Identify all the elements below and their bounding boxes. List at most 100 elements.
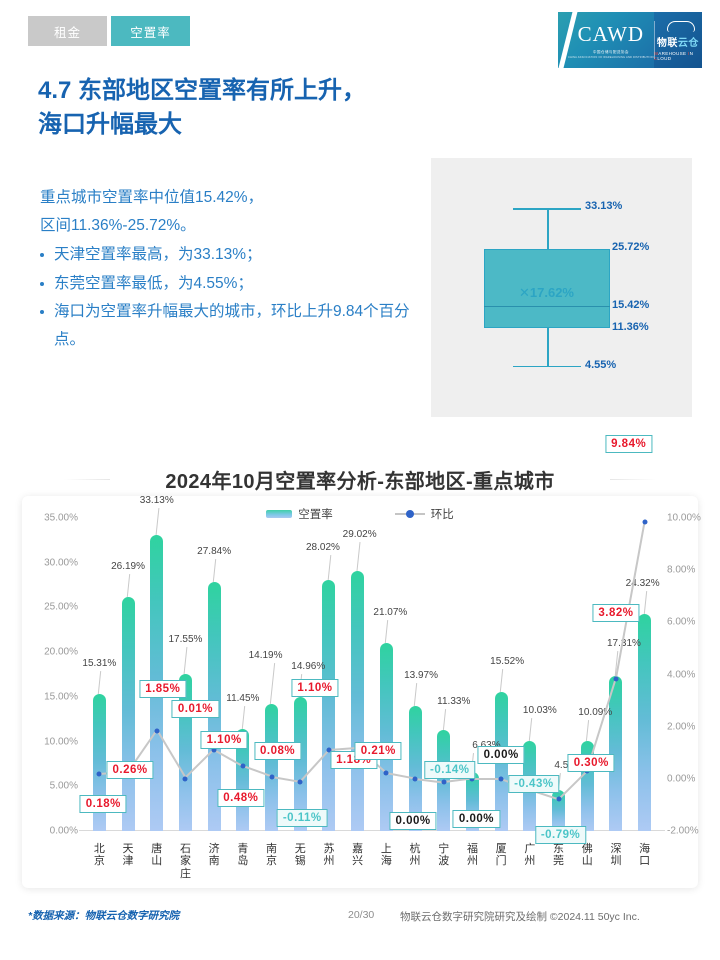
y-axis-right-tick: 0.00% bbox=[667, 773, 696, 785]
leader-line bbox=[126, 573, 131, 597]
bullet-item: 东莞空置率最低，为4.55%； bbox=[36, 270, 436, 298]
bar[interactable] bbox=[293, 697, 307, 831]
mom-value-callout: -0.11% bbox=[276, 808, 328, 827]
chart-plot-area: 35.00% 30.00% 25.00% 20.00% 15.00% 10.00% 5.00… bbox=[44, 435, 701, 845]
chart-legend: 空置率 环比 bbox=[22, 506, 698, 522]
mom-value-callout: -0.43% bbox=[508, 775, 560, 794]
mom-value-callout: 0.08% bbox=[253, 741, 302, 760]
tab-rent[interactable]: 租金 bbox=[28, 16, 107, 46]
bar-value-label: 11.45% bbox=[226, 692, 260, 704]
y-axis-right-tick: 8.00% bbox=[667, 564, 696, 576]
page-number: 20/30 bbox=[348, 909, 375, 921]
bar[interactable] bbox=[408, 706, 422, 831]
mom-data-point[interactable] bbox=[412, 776, 418, 782]
boxplot-box bbox=[484, 249, 610, 329]
y-axis-left-tick: 0.00% bbox=[49, 825, 78, 837]
bar-value-label: 14.96% bbox=[291, 661, 326, 673]
bar-value-label: 26.19% bbox=[111, 560, 146, 572]
mom-data-point[interactable] bbox=[326, 747, 332, 753]
bar[interactable] bbox=[638, 613, 652, 831]
x-axis-labels: 北京 天津 唐山 石家庄 济南 青岛 南京 无锡 苏州 嘉兴 上海 杭州 宁波 福州 厦门 广州 东莞 佛山 深圳海… bbox=[85, 839, 659, 885]
y-axis-right-tick: 2.00% bbox=[667, 721, 696, 733]
mom-data-point[interactable] bbox=[211, 747, 217, 753]
leader-line bbox=[528, 718, 533, 742]
mom-value-callout: 0.48% bbox=[217, 789, 265, 808]
mom-data-point[interactable] bbox=[182, 776, 188, 782]
y-axis-left-tick: 20.00% bbox=[44, 646, 78, 658]
tab-vacancy[interactable]: 空置率 bbox=[111, 16, 190, 46]
bar-value-label: 17.55% bbox=[168, 634, 203, 646]
mom-data-point[interactable] bbox=[154, 728, 160, 734]
boxplot-min-cap bbox=[513, 365, 581, 368]
bar[interactable] bbox=[379, 642, 393, 831]
leader-line bbox=[586, 719, 590, 741]
mom-value-callout: 3.82% bbox=[592, 604, 640, 623]
cawd-chinese-subtitle: 中国仓储与配送协会 bbox=[592, 49, 629, 54]
cawd-wordmark: CAWD bbox=[577, 21, 645, 46]
mom-value-callout: 0.00% bbox=[389, 811, 437, 830]
leader-line bbox=[413, 683, 418, 707]
boxplot-label-min: 4.55% bbox=[585, 358, 617, 371]
cawd-english-subtitle: CHINA ASSOCIATION OF WAREHOUSING AND DIS… bbox=[568, 55, 654, 59]
x-axis-label: 天津 bbox=[122, 843, 134, 868]
x-axis-label: 上海 bbox=[380, 843, 392, 868]
bar-swatch-icon bbox=[266, 510, 293, 518]
mom-data-point[interactable] bbox=[556, 796, 562, 802]
mom-value-callout: 0.00% bbox=[452, 809, 500, 828]
mom-data-point[interactable] bbox=[383, 770, 389, 776]
bar[interactable] bbox=[552, 790, 566, 831]
bar[interactable] bbox=[351, 571, 365, 831]
bullet-item: 天津空置率最高，为33.13%； bbox=[36, 241, 436, 269]
mom-data-point[interactable] bbox=[498, 776, 504, 782]
legend-item-mom[interactable]: 环比 bbox=[394, 506, 454, 522]
y-axis-left-tick: 25.00% bbox=[44, 601, 78, 613]
bar-value-label: 15.31% bbox=[82, 658, 117, 670]
mom-data-point[interactable] bbox=[240, 763, 246, 769]
x-axis-label: 佛山 bbox=[581, 843, 593, 868]
view-tabs[interactable]: 租金 空置率 bbox=[28, 16, 190, 46]
bar-value-label: 13.97% bbox=[404, 670, 439, 682]
bar[interactable] bbox=[178, 674, 192, 831]
mom-value-callout: 0.30% bbox=[567, 754, 615, 772]
mom-data-point[interactable] bbox=[613, 676, 619, 682]
boxplot-label-median: 15.42% bbox=[612, 298, 650, 311]
x-axis-line bbox=[79, 830, 665, 831]
legend-item-vacancy[interactable]: 空置率 bbox=[266, 506, 333, 522]
summary-lead-line1: 重点城市空置率中位值15.42%， bbox=[40, 189, 264, 206]
brand-logo: CAWD 中国仓储与配送协会 CHINA ASSOCIATION OF WARE… bbox=[558, 12, 702, 68]
mom-data-point[interactable] bbox=[642, 519, 648, 525]
mom-data-point[interactable] bbox=[297, 779, 303, 785]
bar-value-label: 24.32% bbox=[625, 577, 660, 589]
boxplot-label-max: 33.13% bbox=[585, 200, 623, 213]
bar-value-label: 14.19% bbox=[248, 650, 283, 662]
bar-value-label: 27.84% bbox=[197, 546, 232, 558]
x-axis-label: 嘉兴 bbox=[352, 843, 364, 868]
bar[interactable] bbox=[609, 676, 623, 831]
y-axis-left-tick: 10.00% bbox=[44, 736, 78, 748]
bar-value-label: 15.52% bbox=[490, 656, 525, 668]
mom-value-callout: 1.10% bbox=[291, 679, 339, 698]
mom-value-callout: 0.21% bbox=[354, 742, 402, 761]
mom-data-point[interactable] bbox=[96, 771, 102, 777]
x-axis-label: 石家庄 bbox=[179, 843, 191, 880]
leader-line bbox=[643, 590, 647, 614]
mom-data-point[interactable] bbox=[269, 774, 275, 780]
y-axis-left-tick: 5.00% bbox=[49, 780, 78, 792]
x-axis-label: 无锡 bbox=[294, 843, 306, 868]
legend-label-mom: 环比 bbox=[430, 509, 454, 521]
page-title-line2: 海口升幅最大 bbox=[38, 111, 182, 139]
mom-data-point[interactable] bbox=[441, 779, 447, 785]
mom-value-callout: 1.10% bbox=[200, 731, 248, 750]
boxplot-upper-whisker bbox=[547, 208, 549, 249]
summary-text: 重点城市空置率中位值15.42%， 区间11.36%-25.72%。 天津空置率… bbox=[36, 184, 436, 354]
bar[interactable] bbox=[322, 580, 336, 831]
data-source-note: *数据来源：物联云仓数字研究院 bbox=[28, 910, 180, 922]
bar[interactable] bbox=[265, 704, 279, 831]
line-swatch-icon bbox=[394, 510, 425, 518]
y-axis-left-tick: 35.00% bbox=[44, 512, 78, 524]
leader-line bbox=[499, 669, 504, 693]
leader-line bbox=[184, 647, 188, 675]
leader-line bbox=[241, 705, 246, 729]
x-axis-label: 海口 bbox=[639, 843, 651, 868]
y-axis-right-tick: 4.00% bbox=[667, 669, 696, 680]
